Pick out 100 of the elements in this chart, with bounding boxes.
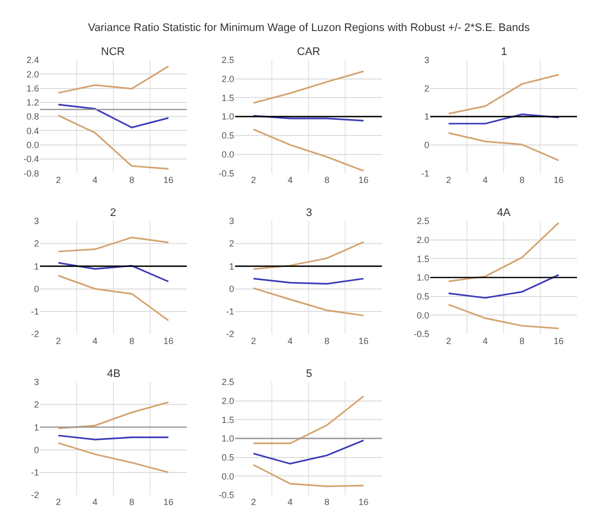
y-tick-label: 0.5 xyxy=(222,452,234,462)
x-tick-label: 4 xyxy=(288,175,293,186)
y-tick-label: -2 xyxy=(30,329,39,340)
x-tick-label: 4 xyxy=(92,336,98,346)
y-tick-label: 2.0 xyxy=(222,396,234,406)
line-series xyxy=(448,274,560,299)
y-tick-label: 0.8 xyxy=(26,112,39,122)
chart-title: CAR xyxy=(297,46,320,58)
x-tick-label: 8 xyxy=(129,497,134,507)
x-tick-label: 2 xyxy=(250,497,256,507)
y-tick-label: 1.0 xyxy=(222,112,234,122)
x-tick-label: 16 xyxy=(358,497,369,507)
line-series xyxy=(252,70,364,104)
x-tick-label: 2 xyxy=(56,175,61,186)
x-tick-label: 8 xyxy=(324,175,330,186)
x-tick-label: 16 xyxy=(163,175,174,186)
y-tick-label: 1.6 xyxy=(26,83,39,94)
chart-title: 4A xyxy=(497,207,512,219)
line-series xyxy=(252,287,364,316)
y-tick-label: 1 xyxy=(34,422,39,432)
y-tick-label: 1.5 xyxy=(416,254,430,264)
y-tick-label: 0.5 xyxy=(416,292,430,302)
x-tick-label: 16 xyxy=(554,336,564,346)
x-tick-label: 2 xyxy=(250,336,256,346)
y-tick-label: 2 xyxy=(34,238,39,249)
y-tick-label: -0.5 xyxy=(218,490,234,500)
x-tick-label: 4 xyxy=(482,336,488,346)
text: Variance Ratio Statistic for Minimum Wage of Luzon Regions with Robust +/- 2*S.E. Bands xyxy=(88,22,530,34)
x-tick-label: 8 xyxy=(519,336,524,346)
x-tick-label: 16 xyxy=(358,175,369,186)
line-series xyxy=(58,236,170,252)
chart-title: NCR xyxy=(101,46,125,58)
x-tick-label: 8 xyxy=(324,497,330,507)
y-tick-label: -0.8 xyxy=(23,168,39,178)
y-tick-label: 2 xyxy=(34,400,39,410)
y-tick-label: 0.4 xyxy=(26,126,39,136)
line-series xyxy=(58,66,170,94)
y-tick-label: 3 xyxy=(229,216,234,226)
y-tick-label: 1 xyxy=(34,261,39,272)
chart-title: 3 xyxy=(306,207,312,219)
x-tick-label: 4 xyxy=(288,497,293,507)
line-series xyxy=(58,442,170,474)
y-tick-label: 0 xyxy=(34,444,39,455)
y-tick-label: 1.0 xyxy=(222,434,234,444)
y-tick-label: 2.4 xyxy=(26,55,39,66)
line-series xyxy=(252,440,364,465)
x-tick-label: 8 xyxy=(129,336,134,346)
y-tick-label: 2 xyxy=(229,238,234,249)
line-series xyxy=(58,114,170,170)
y-tick-label: 1.5 xyxy=(222,92,234,103)
y-tick-label: 2 xyxy=(424,83,430,94)
line-series xyxy=(448,132,560,162)
y-tick-label: 2.5 xyxy=(416,216,430,226)
line-series xyxy=(448,74,560,115)
y-tick-label: 1.2 xyxy=(26,98,39,108)
line-series xyxy=(252,464,364,488)
y-tick-label: 2.5 xyxy=(222,377,234,388)
y-tick-label: -1 xyxy=(226,306,234,317)
line-series xyxy=(252,241,364,270)
y-tick-label: -1 xyxy=(30,306,39,317)
x-tick-label: 8 xyxy=(324,336,330,346)
y-tick-label: 3 xyxy=(424,55,430,66)
x-tick-label: 2 xyxy=(56,336,61,346)
chart-title: 5 xyxy=(306,368,312,380)
y-tick-label: -2 xyxy=(30,490,39,500)
x-tick-label: 16 xyxy=(358,336,369,346)
y-tick-label: -1 xyxy=(421,168,430,178)
line-series xyxy=(58,262,170,282)
x-tick-label: 16 xyxy=(163,336,174,346)
y-tick-label: 1 xyxy=(229,261,234,272)
x-tick-label: 4 xyxy=(92,497,98,507)
x-tick-label: 8 xyxy=(129,175,134,186)
y-tick-label: 0.0 xyxy=(222,471,234,482)
x-tick-label: 4 xyxy=(288,336,293,346)
y-tick-label: 2.0 xyxy=(222,74,234,84)
line-series xyxy=(58,274,170,322)
x-tick-label: 8 xyxy=(519,175,524,186)
y-tick-label: 0 xyxy=(34,284,39,294)
chart-title: 1 xyxy=(501,46,508,58)
y-tick-label: -1 xyxy=(30,468,39,478)
y-tick-label: 3 xyxy=(34,377,39,388)
line-series xyxy=(252,128,364,172)
y-tick-label: 2.0 xyxy=(26,69,39,80)
x-tick-label: 2 xyxy=(250,175,256,186)
y-tick-label: 2.5 xyxy=(222,55,234,66)
x-tick-label: 4 xyxy=(92,175,98,186)
y-tick-label: 2.0 xyxy=(416,234,430,245)
x-tick-label: 2 xyxy=(446,175,452,186)
line-series xyxy=(58,401,170,430)
y-tick-label: 1 xyxy=(424,112,430,122)
y-tick-label: -0.5 xyxy=(218,168,234,178)
x-tick-label: 16 xyxy=(554,175,564,186)
y-tick-label: 1.5 xyxy=(222,414,234,425)
x-tick-label: 4 xyxy=(482,175,488,186)
y-tick-label: -2 xyxy=(226,329,234,340)
y-tick-label: 0.0 xyxy=(26,140,39,150)
line-series xyxy=(58,104,170,128)
y-tick-label: -0.4 xyxy=(23,154,39,164)
line-series xyxy=(448,304,560,330)
y-tick-label: 0 xyxy=(229,284,234,294)
